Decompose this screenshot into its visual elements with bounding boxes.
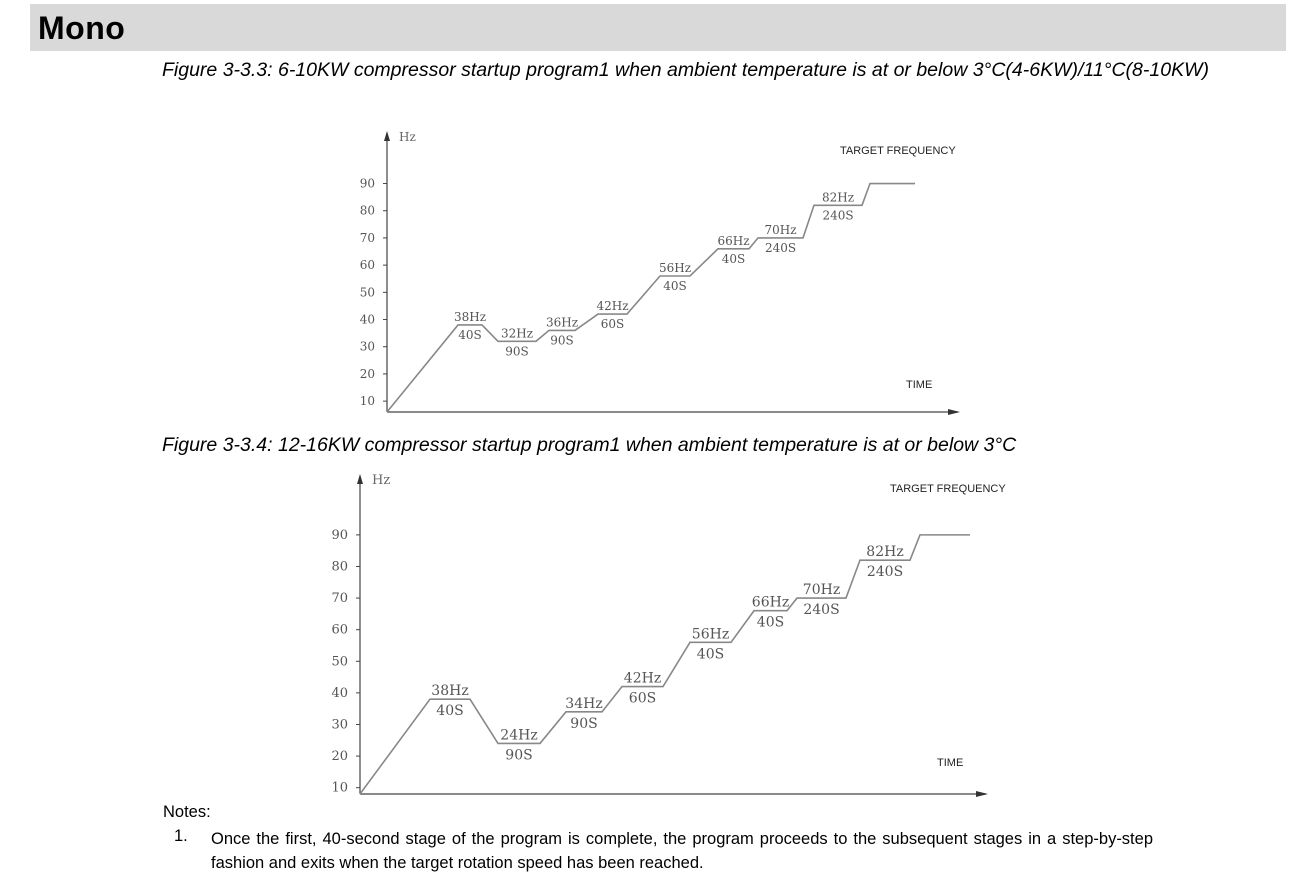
y-tick-label: 80 — [331, 559, 348, 574]
stage-freq-label: 66Hz — [752, 595, 789, 611]
stage-freq-label: 82Hz — [822, 190, 854, 204]
note-text: Once the first, 40-second stage of the p… — [211, 830, 1153, 872]
stage-freq-label: 70Hz — [764, 223, 796, 237]
frequency-line — [386, 182, 915, 413]
y-axis-arrow — [357, 474, 363, 484]
stage-duration-label: 40S — [436, 703, 463, 719]
y-tick-label: 90 — [360, 177, 375, 191]
stage-freq-label: 42Hz — [624, 671, 661, 687]
y-tick-label: 60 — [331, 623, 348, 638]
stage-duration-label: 90S — [550, 333, 574, 347]
figure-caption-1: Figure 3-3.3: 6-10KW compressor startup … — [162, 59, 1209, 81]
y-tick-label: 90 — [331, 528, 348, 543]
y-tick-label: 30 — [331, 717, 348, 732]
y-tick-label: 70 — [360, 231, 375, 245]
x-axis-arrow — [976, 791, 988, 797]
y-tick-label: 50 — [331, 654, 348, 669]
stage-duration-label: 60S — [629, 691, 656, 707]
y-tick-label: 20 — [360, 367, 375, 381]
stage-duration-label: 60S — [601, 317, 625, 331]
stage-freq-label: 42Hz — [596, 299, 628, 313]
stage-freq-label: 56Hz — [692, 626, 729, 642]
y-tick-label: 10 — [331, 781, 348, 796]
stage-freq-label: 38Hz — [454, 310, 486, 324]
stage-duration-label: 90S — [505, 747, 532, 763]
stage-duration-label: 40S — [663, 279, 687, 293]
target-frequency-label: TARGET FREQUENCY — [840, 145, 956, 157]
stage-duration-label: 40S — [697, 646, 724, 662]
section-title: Mono — [38, 10, 126, 46]
stage-duration-label: 240S — [867, 564, 903, 580]
y-tick-label: 60 — [360, 258, 375, 272]
y-tick-label: 70 — [331, 591, 348, 606]
y-axis-label: Hz — [399, 130, 416, 144]
x-axis-label: TIME — [937, 757, 963, 769]
figure-caption-2: Figure 3-3.4: 12-16KW compressor startup… — [162, 434, 1017, 456]
stage-freq-label: 36Hz — [546, 315, 578, 329]
startup-chart-12-16kw: 10 20 30 40 50 60 70 80 90 Hz 38Hz 40S 24Hz 90S 34Hz 90… — [331, 473, 1006, 797]
x-axis-label: TIME — [906, 379, 932, 391]
y-tick-label: 40 — [360, 313, 375, 327]
y-tick-label: 40 — [331, 686, 348, 701]
stage-freq-label: 70Hz — [803, 582, 840, 598]
stage-duration-label: 240S — [822, 208, 853, 222]
frequency-line — [359, 534, 970, 795]
target-frequency-label: TARGET FREQUENCY — [890, 483, 1006, 495]
stage-freq-label: 66Hz — [717, 234, 749, 248]
stage-duration-label: 90S — [505, 344, 529, 358]
y-tick-label: 50 — [360, 285, 375, 299]
x-axis-arrow — [948, 409, 960, 415]
stage-duration-label: 40S — [458, 328, 482, 342]
stage-freq-label: 56Hz — [659, 261, 691, 275]
y-axis-arrow — [384, 131, 390, 141]
y-tick-label: 20 — [331, 749, 348, 764]
startup-chart-6-10kw: 10 20 30 40 50 60 70 80 90 Hz 38Hz 40S 32Hz 90S 36Hz 90… — [360, 130, 960, 415]
stage-duration-label: 240S — [765, 241, 796, 255]
notes-title: Notes: — [163, 803, 211, 821]
y-axis-label: Hz — [372, 473, 390, 488]
stage-freq-label: 34Hz — [565, 696, 602, 712]
y-tick-label: 30 — [360, 340, 375, 354]
stage-freq-label: 38Hz — [431, 683, 468, 699]
stage-duration-label: 240S — [803, 602, 839, 618]
stage-freq-label: 24Hz — [500, 727, 537, 743]
y-tick-label: 10 — [360, 394, 375, 408]
stage-duration-label: 40S — [722, 252, 746, 266]
stage-duration-label: 40S — [757, 615, 784, 631]
stage-freq-label: 82Hz — [866, 544, 903, 560]
section-header: Mono — [30, 4, 1286, 51]
stage-freq-label: 32Hz — [501, 326, 533, 340]
note-number: 1. — [174, 827, 188, 845]
stage-duration-label: 90S — [570, 716, 597, 732]
y-tick-label: 80 — [360, 204, 375, 218]
